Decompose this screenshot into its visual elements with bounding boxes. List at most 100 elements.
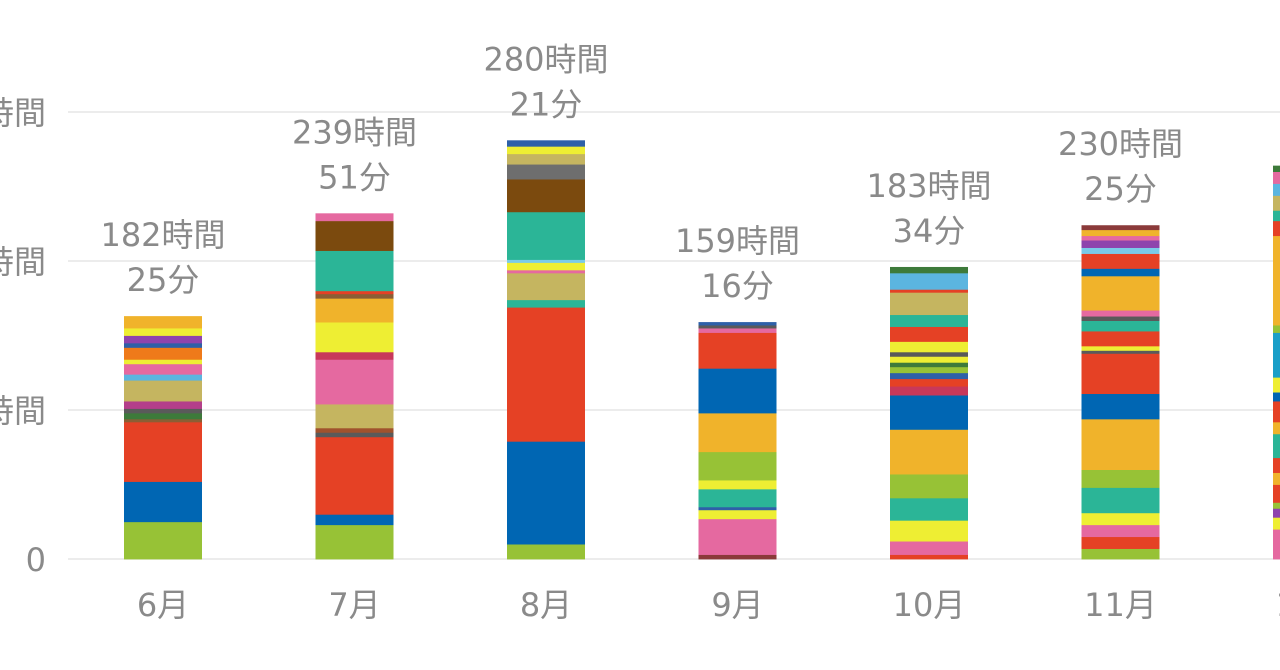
bar-segment [1273,392,1280,402]
bar-segment [890,272,968,290]
bar-segment [124,421,202,482]
bar-segment [507,179,585,213]
bar-segment [507,307,585,442]
bar-segment [698,412,777,453]
bar-segment [315,404,394,429]
bar-segment [1273,195,1280,211]
bar-segment [507,299,585,308]
bar-segment [507,272,585,301]
bar-segment [890,356,968,363]
bar-segment [1273,433,1280,459]
bar-4 [698,322,777,560]
bar-segment [890,372,968,380]
bar-segment [124,347,202,360]
bar-segment [1081,247,1160,254]
bar-segment [1081,512,1160,526]
bar-segment [124,363,202,375]
bar-total-hours: 280時間 [483,40,608,78]
bar-total-minutes: 21分 [510,85,583,123]
bar-segment [1081,310,1160,317]
bar-segment [507,269,585,274]
bar-segment [698,322,777,326]
bar-total-hours: 230時間 [1058,125,1183,163]
bar-segment [698,509,777,520]
bar-segment [315,427,394,433]
bar-segment [698,506,777,511]
bar-segment [315,213,394,222]
bar-segment [1081,487,1160,514]
bar-total-labels: 182時間 25分 239時間 51分 280時間 21分 159時間 16分 183時間 34分… [100,40,1183,305]
bar-total-minutes: 25分 [1084,170,1157,208]
bar-segment [890,314,968,327]
bar-segment [1081,345,1160,351]
bar-segment [890,289,968,293]
bar-segment [1273,332,1280,378]
bar-segment [1081,353,1160,395]
bar-total-minutes: 34分 [893,212,966,250]
bar-segment [890,292,968,316]
bar-segment [890,541,968,555]
bar-segment [507,146,585,155]
bar-segment [315,514,394,526]
bar-segment [124,401,202,409]
bar-total-hours: 182時間 [100,216,225,254]
bar-segment [315,250,394,292]
bar-segment [1081,320,1160,332]
bar-segment [315,524,394,560]
bar-segment [124,359,202,365]
bar-segment [890,326,968,342]
bar-segment [315,359,394,405]
bar-segment [315,293,394,299]
bar-segment [1081,275,1160,311]
bar-segment [507,153,585,165]
bar-segment [1273,484,1280,503]
bar-segment [890,341,968,353]
bar-segment [890,395,968,430]
bar-segment [1273,171,1280,184]
bar-total-hours: 159時間 [675,222,800,260]
bar-segment [1273,220,1280,237]
bar-segment [698,554,777,560]
bar-segment [1273,508,1280,518]
bar-segment [1273,529,1280,560]
y-tick-label: 0 [26,541,46,579]
bar-segment [124,380,202,402]
y-axis-ticks: 0時間時間時間 [0,94,46,579]
bar-total-hours: 183時間 [866,167,991,205]
y-tick-label: 時間 [0,392,46,430]
bar-segment [1273,502,1280,509]
bar-segment [1273,325,1280,333]
bar-segment [1081,331,1160,347]
bar-2 [315,213,394,560]
bar-segment [124,521,202,560]
bar-segment [315,436,394,515]
bar-segment [1273,210,1280,222]
bar-segment [890,378,968,387]
x-axis-label: 11月 [1084,586,1157,624]
bar-segment [124,316,202,329]
bar-7 [1273,165,1280,560]
bar-segment [507,259,585,263]
bar-5 [890,266,968,560]
bar-segment [698,518,777,555]
bar-segment [315,432,394,438]
bar-segment [1081,235,1160,241]
bar-segment [698,325,777,329]
x-axis-label: 7月 [328,586,380,624]
bar-segment [1273,517,1280,530]
bar-segment [890,520,968,542]
bar-segment [1081,350,1160,354]
bar-total-minutes: 16分 [701,267,774,305]
bar-segment [507,140,585,147]
bar-segment [890,351,968,357]
bar-total-minutes: 51分 [318,158,391,196]
bar-segment [1081,229,1160,237]
bar-segment [1081,418,1160,470]
bar-segment [315,290,394,295]
bar-segment [1081,253,1160,269]
x-axis-label: 10月 [893,586,966,624]
bar-segment [1081,524,1160,538]
bar-segment [1273,165,1280,172]
bar-segment [890,429,968,475]
